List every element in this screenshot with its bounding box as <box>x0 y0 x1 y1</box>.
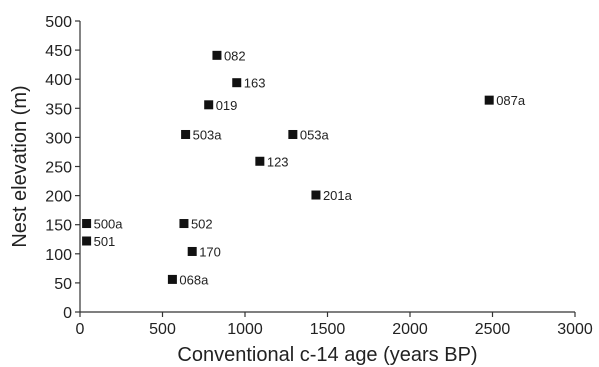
data-point-label: 053a <box>300 127 330 142</box>
data-point-label: 068a <box>179 272 209 287</box>
data-point-label: 201a <box>323 188 353 203</box>
y-tick-label: 250 <box>45 160 72 177</box>
y-tick-label: 50 <box>54 276 72 293</box>
data-point-label: 170 <box>199 244 221 259</box>
data-point-label: 503a <box>193 127 223 142</box>
x-tick-label: 500 <box>149 321 176 338</box>
data-point-label: 087a <box>496 93 526 108</box>
y-tick-label: 450 <box>45 43 72 60</box>
x-tick-label: 2500 <box>475 321 511 338</box>
y-tick-label: 0 <box>63 305 72 322</box>
data-point <box>187 246 197 256</box>
y-tick-label: 400 <box>45 72 72 89</box>
data-point <box>232 78 242 88</box>
data-point-label: 500a <box>94 217 124 232</box>
data-point <box>82 236 92 246</box>
x-axis-title: Conventional c-14 age (years BP) <box>177 344 477 366</box>
y-tick-label: 350 <box>45 101 72 118</box>
x-tick-label: 1000 <box>227 321 263 338</box>
y-tick-label: 300 <box>45 130 72 147</box>
y-tick-label: 150 <box>45 218 72 235</box>
x-tick-label: 3000 <box>557 321 593 338</box>
data-point <box>212 50 222 60</box>
data-point-label: 163 <box>244 76 266 91</box>
x-tick-label: 1500 <box>310 321 346 338</box>
plot-area: 0 500 1000 1500 2000 2500 3000 0 50 100 150 200 250 3… <box>45 14 593 338</box>
y-tick-label: 200 <box>45 189 72 206</box>
y-tick-label: 100 <box>45 247 72 264</box>
data-point-label: 123 <box>267 154 289 169</box>
data-point-label: 082 <box>224 48 246 63</box>
data-point <box>255 156 265 166</box>
y-tick-label: 500 <box>45 14 72 31</box>
data-point <box>484 95 494 105</box>
data-point <box>311 190 321 200</box>
data-point <box>167 274 177 284</box>
data-point <box>288 129 298 139</box>
data-point-label: 501 <box>94 234 116 249</box>
x-tick-label: 0 <box>76 321 85 338</box>
x-tick-label: 2000 <box>392 321 428 338</box>
data-point-label: 019 <box>216 98 238 113</box>
data-point-label: 502 <box>191 217 213 232</box>
data-point <box>204 100 214 110</box>
data-point <box>181 129 191 139</box>
data-point <box>82 219 92 229</box>
data-point <box>179 219 189 229</box>
y-axis-title: Nest elevation (m) <box>9 85 31 247</box>
